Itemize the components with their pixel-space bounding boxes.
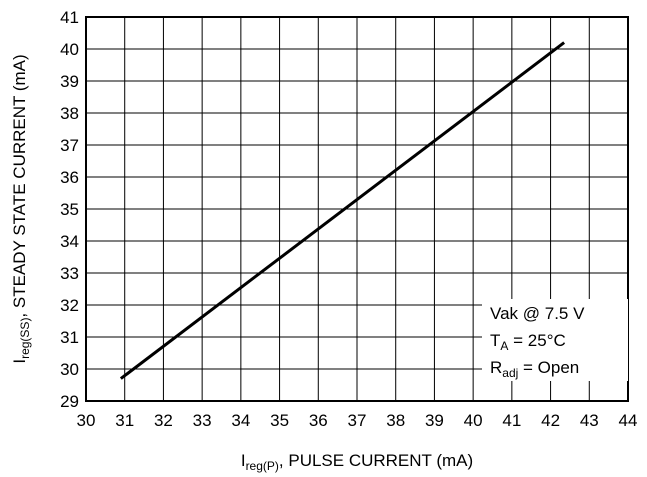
annotation-line-2: TA = 25°C <box>490 331 566 353</box>
x-tick-label: 35 <box>270 411 289 430</box>
y-tick-label: 41 <box>60 8 79 27</box>
x-tick-label: 32 <box>154 411 173 430</box>
y-tick-label: 38 <box>60 104 79 123</box>
x-tick-label: 43 <box>580 411 599 430</box>
x-tick-label: 44 <box>619 411 638 430</box>
x-axis-title: Ireg(P), PULSE CURRENT (mA) <box>241 451 473 473</box>
x-tick-label: 31 <box>115 411 134 430</box>
y-tick-label: 40 <box>60 40 79 59</box>
y-tick-label: 39 <box>60 72 79 91</box>
y-tick-label: 32 <box>60 296 79 315</box>
annotation-line-1: Vak @ 7.5 V <box>490 304 585 323</box>
annotation-line-3: Radj = Open <box>490 358 579 380</box>
y-tick-label: 33 <box>60 264 79 283</box>
y-tick-label: 36 <box>60 168 79 187</box>
x-tick-label: 34 <box>231 411 250 430</box>
x-tick-label: 39 <box>425 411 444 430</box>
y-tick-label: 34 <box>60 232 79 251</box>
x-tick-label: 30 <box>77 411 96 430</box>
x-tick-label: 37 <box>348 411 367 430</box>
plot-frame <box>85 16 629 402</box>
x-tick-label: 33 <box>193 411 212 430</box>
y-tick-label: 29 <box>60 392 79 411</box>
series-line <box>119 41 566 380</box>
series-layer <box>119 41 566 380</box>
x-tick-label: 42 <box>541 411 560 430</box>
x-tick-label: 36 <box>309 411 328 430</box>
x-tick-label: 40 <box>464 411 483 430</box>
y-tick-label: 31 <box>60 328 79 347</box>
x-tick-labels: 30 31 32 33 34 35 36 37 38 39 40 41 42 43 44 <box>77 411 638 430</box>
y-tick-label: 35 <box>60 200 79 219</box>
y-axis-title: Ireg(SS), STEADY STATE CURRENT (mA) <box>10 54 32 363</box>
y-tick-label: 30 <box>60 360 79 379</box>
annotation-box <box>482 299 628 381</box>
y-tick-labels: 29 30 31 32 33 34 35 36 37 38 39 40 41 <box>60 8 79 411</box>
x-tick-label: 41 <box>502 411 521 430</box>
y-tick-label: 37 <box>60 136 79 155</box>
x-tick-label: 38 <box>386 411 405 430</box>
